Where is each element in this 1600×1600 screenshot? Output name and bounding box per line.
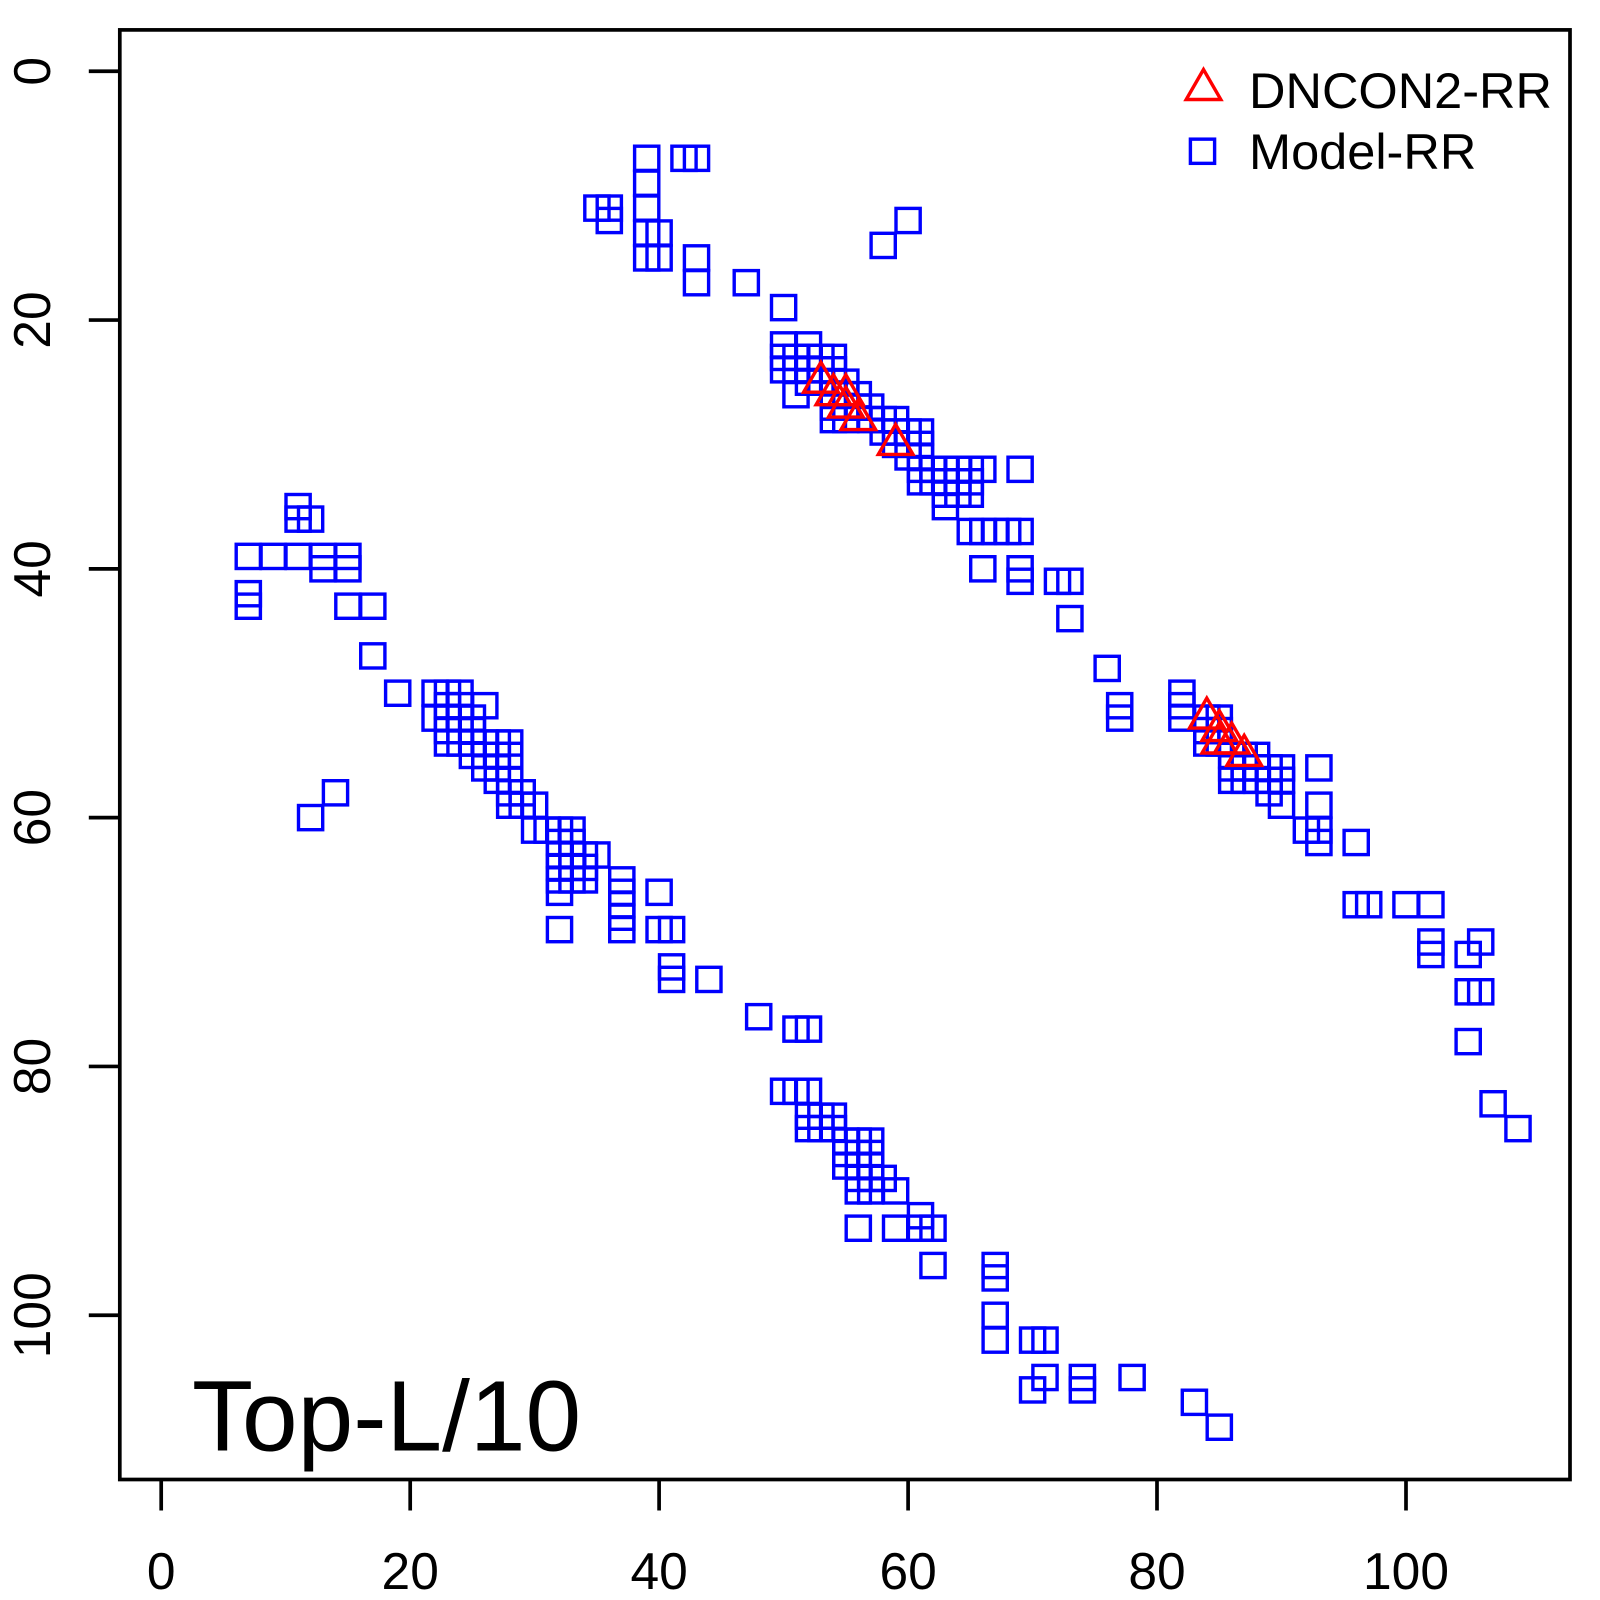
- svg-text:40: 40: [630, 1542, 687, 1600]
- svg-text:60: 60: [3, 789, 61, 846]
- svg-text:20: 20: [3, 291, 61, 348]
- svg-text:100: 100: [1363, 1542, 1449, 1600]
- svg-text:Top-L/10: Top-L/10: [192, 1361, 581, 1473]
- svg-text:Model-RR: Model-RR: [1249, 123, 1476, 180]
- svg-text:0: 0: [3, 57, 61, 86]
- svg-text:80: 80: [1128, 1542, 1185, 1600]
- svg-text:80: 80: [3, 1038, 61, 1095]
- svg-text:40: 40: [3, 540, 61, 597]
- svg-text:100: 100: [3, 1272, 61, 1358]
- svg-text:60: 60: [879, 1542, 936, 1600]
- svg-text:0: 0: [147, 1542, 176, 1600]
- svg-text:DNCON2-RR: DNCON2-RR: [1249, 62, 1552, 119]
- svg-text:20: 20: [382, 1542, 439, 1600]
